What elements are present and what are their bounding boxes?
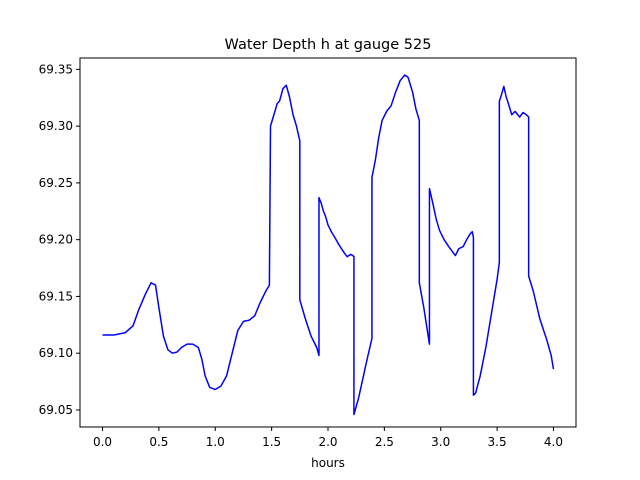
y-tick-label: 69.30	[39, 119, 73, 133]
x-tick-label: 3.5	[488, 435, 507, 449]
x-tick-label: 1.0	[206, 435, 225, 449]
x-tick-label: 3.0	[431, 435, 450, 449]
y-tick-label: 69.20	[39, 233, 73, 247]
x-tick-label: 4.0	[544, 435, 563, 449]
x-tick-label: 0.0	[93, 435, 112, 449]
series-line	[102, 74, 555, 416]
y-axis: 69.05 69.10 69.15 69.20 69.25 69.30 69.35	[39, 62, 80, 417]
chart-title: Water Depth h at gauge 525	[225, 37, 432, 53]
plot-area	[102, 74, 555, 416]
y-tick-label: 69.35	[39, 62, 73, 76]
x-tick-label: 0.5	[149, 435, 168, 449]
y-tick-label: 69.05	[39, 403, 73, 417]
y-tick-label: 69.25	[39, 176, 73, 190]
y-tick-label: 69.15	[39, 289, 73, 303]
x-tick-label: 1.5	[262, 435, 281, 449]
x-axis: 0.0 0.5 1.0 1.5 2.0 2.5 3.0 3.5 4.0	[93, 427, 563, 449]
y-tick-label: 69.10	[39, 346, 73, 360]
x-tick-label: 2.5	[375, 435, 394, 449]
x-tick-label: 2.0	[318, 435, 337, 449]
x-axis-label: hours	[311, 456, 345, 470]
